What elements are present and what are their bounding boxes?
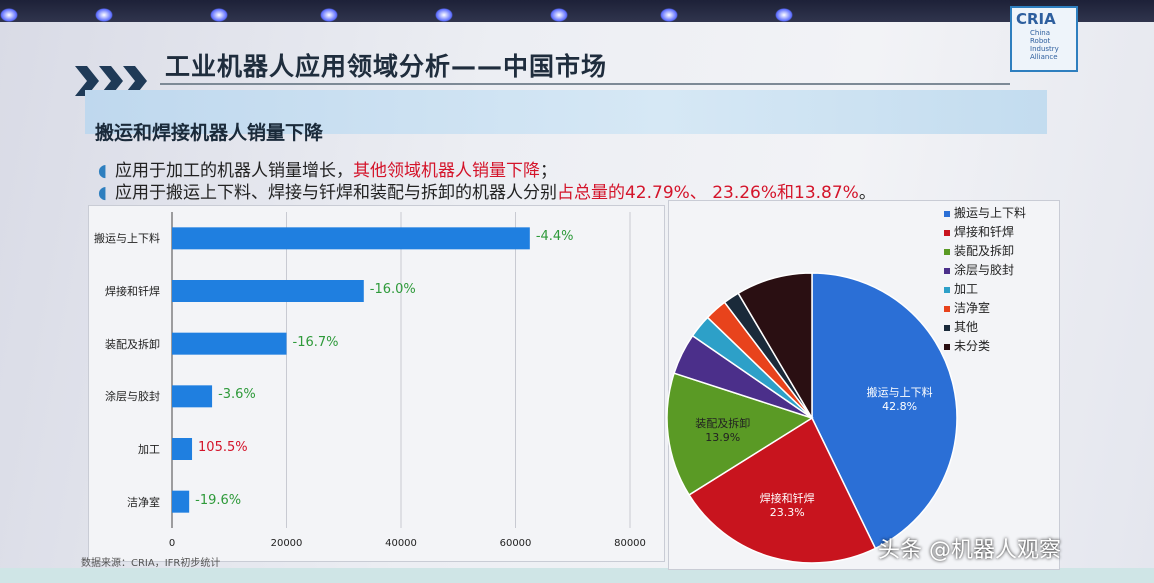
bullet-item: ◖ 应用于加工的机器人销量增长，其他领域机器人销量下降； xyxy=(98,161,557,181)
pie-slice xyxy=(811,272,958,550)
legend-swatch xyxy=(944,286,950,293)
x-tick-label: 80000 xyxy=(614,538,646,549)
pie-legend: 搬运与上下料 焊接和钎焊装配及拆卸涂层与胶封加工洁净室其他未分类 xyxy=(944,204,1026,356)
bar xyxy=(172,438,193,460)
legend-swatch xyxy=(944,248,950,255)
bar xyxy=(172,332,287,355)
legend-label: 装配及拆卸 xyxy=(954,244,1015,258)
legend-label: 涂层与胶封 xyxy=(954,263,1015,277)
subtitle-banner xyxy=(85,90,1047,134)
logo-subtext: China Robot Industry Alliance xyxy=(1030,29,1059,61)
stage-light xyxy=(210,8,228,22)
legend-label: 洁净室 xyxy=(954,301,991,315)
bar xyxy=(172,490,190,513)
x-tick-label: 60000 xyxy=(499,538,532,549)
legend-item: 其他 xyxy=(944,318,1026,337)
bar xyxy=(172,227,530,250)
category-label: 装配及拆卸 xyxy=(105,337,160,351)
page-title: 工业机器人应用领域分析——中国市场 xyxy=(165,52,608,81)
legend-item: 涂层与胶封 xyxy=(944,261,1026,280)
pie-slice-label: 焊接和钎焊 23.3% xyxy=(759,492,815,520)
pie-slice xyxy=(737,272,813,421)
legend-swatch xyxy=(944,324,950,331)
legend-item: 加工 xyxy=(944,280,1026,299)
title-divider xyxy=(160,83,1010,85)
bar-data-label: -3.6% xyxy=(218,387,256,403)
legend-label: 其他 xyxy=(954,320,979,334)
legend-swatch xyxy=(944,305,950,312)
legend-swatch xyxy=(944,210,950,217)
cria-logo: CRIA China Robot Industry Alliance xyxy=(1010,6,1078,72)
stage-light xyxy=(660,8,678,22)
legend-label: 未分类 xyxy=(954,339,991,353)
bar xyxy=(172,385,213,408)
legend-swatch xyxy=(944,343,950,350)
pie-slice-label: 装配及拆卸 13.9% xyxy=(695,416,751,444)
legend-label: 加工 xyxy=(954,282,979,296)
legend-item: 搬运与上下料 xyxy=(944,204,1026,223)
category-label: 加工 xyxy=(138,443,160,456)
category-label: 洁净室 xyxy=(127,495,160,509)
stage-light xyxy=(0,8,18,22)
legend-item: 装配及拆卸 xyxy=(944,242,1026,261)
bar-data-label: -16.0% xyxy=(369,282,416,297)
bullet-icon: ◖ xyxy=(98,183,107,203)
x-tick-label: 20000 xyxy=(270,538,303,549)
category-label: 搬运与上下料 xyxy=(94,232,160,246)
stage-light xyxy=(95,8,113,22)
bullet-icon: ◖ xyxy=(98,161,107,181)
bar-data-label: -16.7% xyxy=(292,334,339,350)
category-label: 焊接和钎焊 xyxy=(105,285,160,298)
pie-slice xyxy=(666,372,814,496)
legend-item: 洁净室 xyxy=(944,299,1026,318)
legend-item: 焊接和钎焊 xyxy=(944,223,1026,242)
bar-data-label: -4.4% xyxy=(535,229,574,245)
legend-swatch xyxy=(944,229,950,236)
bar xyxy=(172,280,364,302)
bar-data-label: 105.5% xyxy=(198,440,248,455)
chevron-arrows-icon xyxy=(75,66,147,96)
stage-light xyxy=(435,8,453,22)
section-subtitle: 搬运和焊接机器人销量下降 xyxy=(95,122,324,144)
pie-slice-label: 搬运与上下料 42.8% xyxy=(866,385,933,413)
legend-label: 搬运与上下料 xyxy=(954,206,1027,220)
stage-light xyxy=(550,8,568,22)
legend-item: 未分类 xyxy=(944,337,1026,356)
bullet-item: ◖ 应用于搬运上下料、焊接与钎焊和装配与拆卸的机器人分别占总量的42.79%、 2… xyxy=(98,183,876,203)
bar-data-label: -19.6% xyxy=(195,492,242,508)
watermark: 头条 @机器人观察 xyxy=(878,538,1061,563)
pie-slice xyxy=(688,416,877,564)
stage-light xyxy=(320,8,338,22)
x-tick-label: 0 xyxy=(168,538,176,549)
bottom-strip xyxy=(0,568,1154,583)
logo-text: CRIA xyxy=(1016,10,1056,28)
legend-label: 焊接和钎焊 xyxy=(954,225,1015,239)
legend-swatch xyxy=(944,267,950,274)
x-tick-label: 40000 xyxy=(385,538,417,549)
data-source: 数据来源：CRIA，IFR初步统计 xyxy=(81,558,221,569)
stage-light xyxy=(775,8,793,22)
category-label: 涂层与胶封 xyxy=(105,390,160,404)
